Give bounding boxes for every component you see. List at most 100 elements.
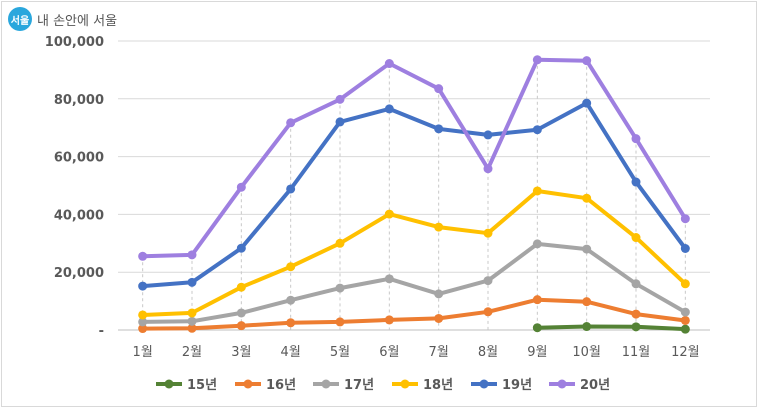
data-point: [532, 186, 542, 196]
series-line: [140, 57, 688, 259]
y-tick-label: -: [99, 324, 104, 339]
legend-item: 15년: [156, 378, 217, 393]
data-point: [286, 318, 296, 328]
data-point: [434, 124, 444, 134]
seoul-logo-text: 서울: [10, 15, 30, 27]
x-tick-label: 5월: [330, 345, 350, 360]
series-4: [138, 186, 690, 320]
data-point: [680, 315, 690, 325]
data-point: [532, 55, 542, 65]
series-lines: [138, 55, 690, 334]
data-point: [434, 84, 444, 94]
x-tick-label: 9월: [527, 345, 547, 360]
x-tick-label: 10월: [572, 345, 601, 360]
legend-swatch-marker: [243, 379, 253, 389]
data-point: [138, 251, 148, 261]
data-point: [582, 56, 592, 66]
series-5: [138, 98, 690, 291]
data-point: [236, 282, 246, 292]
series-2: [138, 295, 690, 334]
seoul-logo-icon: 서울: [8, 7, 32, 31]
x-tick-label: 11월: [622, 345, 651, 360]
data-point: [483, 130, 493, 140]
series-line: [140, 101, 688, 289]
data-point: [532, 295, 542, 305]
series-6: [138, 55, 690, 261]
data-point: [384, 315, 394, 325]
y-tick-label: 40,000: [54, 208, 104, 223]
data-point: [434, 222, 444, 232]
data-point: [680, 244, 690, 254]
legend-label: 15년: [187, 378, 217, 393]
data-point: [384, 59, 394, 69]
data-point: [286, 184, 296, 194]
data-point: [434, 289, 444, 299]
x-tick-label: 2월: [182, 345, 202, 360]
series-1: [532, 322, 690, 334]
data-point: [532, 239, 542, 249]
data-point: [236, 243, 246, 253]
legend: 15년 16년 17년 18년 19년 20년: [156, 378, 610, 393]
x-tick-label: 6월: [379, 345, 399, 360]
legend-item: 17년: [313, 378, 374, 393]
legend-item: 18년: [392, 378, 453, 393]
data-point: [631, 177, 641, 187]
series-line: [140, 241, 688, 324]
data-point: [138, 317, 148, 327]
data-point: [680, 214, 690, 224]
data-point: [335, 238, 345, 248]
brand-header: 서울 내 손안에 서울: [8, 6, 117, 32]
data-point: [335, 117, 345, 127]
y-tick-label: 20,000: [54, 266, 104, 281]
legend-item: 20년: [549, 378, 610, 393]
data-point: [187, 323, 197, 333]
data-point: [335, 317, 345, 327]
x-tick-label: 4월: [281, 345, 301, 360]
x-tick-label: 1월: [133, 345, 153, 360]
data-point: [680, 307, 690, 317]
data-point: [434, 313, 444, 323]
series-line: [535, 324, 688, 332]
x-tick-label: 3월: [231, 345, 251, 360]
data-point: [286, 118, 296, 128]
brand-text: 내 손안에 서울: [37, 13, 118, 29]
y-tick-label: 60,000: [54, 151, 104, 166]
data-point: [532, 125, 542, 135]
data-point: [138, 281, 148, 291]
data-point: [187, 316, 197, 326]
data-point: [286, 295, 296, 305]
drop-lines: [142, 59, 686, 330]
series-line: [140, 189, 688, 317]
data-point: [286, 262, 296, 272]
series-line: [140, 297, 688, 331]
legend-label: 17년: [344, 378, 374, 393]
legend-swatch-marker: [164, 379, 174, 389]
data-point: [582, 193, 592, 203]
data-point: [631, 322, 641, 332]
data-point: [335, 94, 345, 104]
legend-item: 19년: [471, 378, 532, 393]
data-point: [187, 308, 197, 318]
legend-label: 16년: [266, 378, 296, 393]
y-axis: - 20,000 40,000 60,000 80,000 100,000: [45, 35, 104, 339]
data-point: [236, 182, 246, 192]
series-3: [138, 239, 690, 327]
data-point: [483, 228, 493, 238]
data-point: [532, 323, 542, 333]
legend-label: 18년: [423, 378, 453, 393]
data-point: [483, 307, 493, 317]
legend-swatch-marker: [479, 379, 489, 389]
legend-swatch-marker: [400, 379, 410, 389]
data-point: [582, 244, 592, 254]
data-point: [335, 283, 345, 293]
data-point: [187, 277, 197, 287]
legend-label: 19년: [502, 378, 532, 393]
data-point: [483, 276, 493, 286]
data-point: [631, 309, 641, 319]
y-tick-label: 100,000: [45, 35, 104, 50]
x-tick-label: 8월: [478, 345, 498, 360]
data-point: [631, 233, 641, 243]
data-point: [582, 322, 592, 332]
data-point: [631, 134, 641, 144]
